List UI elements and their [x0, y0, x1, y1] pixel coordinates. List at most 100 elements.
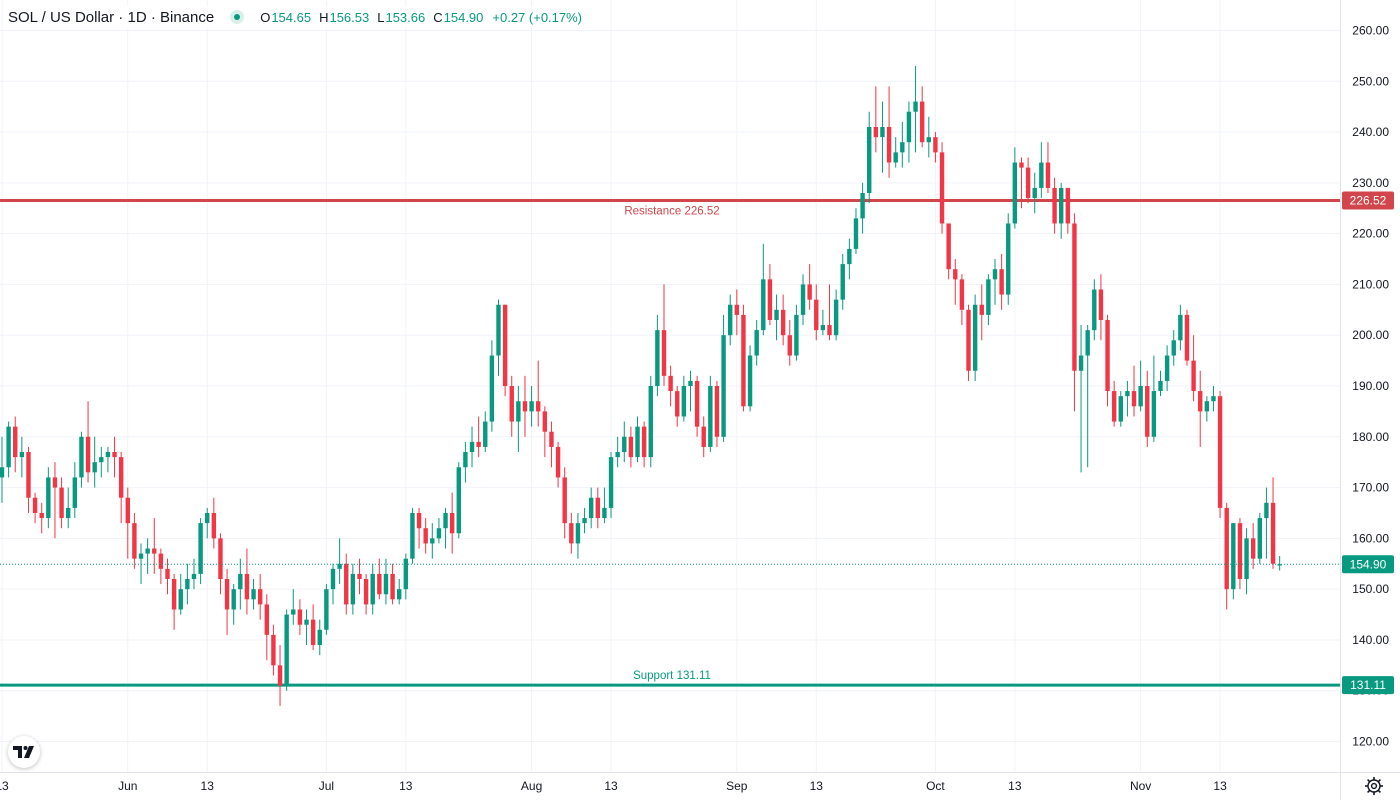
candle-body [516, 401, 521, 422]
candle-body [926, 137, 931, 143]
candle [6, 421, 11, 478]
candle [416, 507, 422, 549]
candle-body [1065, 187, 1071, 224]
time-tick-label: 13 [1008, 779, 1022, 793]
candle-body [536, 401, 541, 412]
candle-body [734, 304, 740, 315]
candle [1065, 187, 1071, 234]
low-label: L [377, 9, 385, 25]
candle [1171, 330, 1176, 366]
candle [1204, 396, 1210, 422]
high-value: 156.53 [329, 9, 370, 25]
candle-body [344, 563, 349, 605]
candle [456, 462, 461, 539]
candle [1257, 512, 1262, 564]
candle-body [13, 426, 18, 458]
symbol-title[interactable]: SOL / US Dollar · 1D · Binance [8, 8, 215, 26]
candle-body [1191, 360, 1196, 392]
tradingview-logo-icon[interactable] [8, 736, 40, 768]
candle-body [1204, 401, 1210, 412]
candle-body [833, 299, 839, 336]
candle [1052, 177, 1057, 234]
candle-body [310, 619, 316, 646]
candle-body [582, 518, 587, 524]
candle-body [6, 426, 11, 468]
time-tick-label: 13 [399, 779, 413, 793]
candle [92, 436, 97, 488]
time-tick-label: 13 [201, 779, 215, 793]
candle [443, 507, 448, 549]
close-label: C [433, 9, 443, 25]
candle [708, 375, 713, 453]
candle [1111, 380, 1117, 427]
candle [615, 436, 620, 468]
candle-body [780, 309, 786, 336]
settings-gear-icon[interactable] [1364, 776, 1384, 796]
candle-body [522, 401, 528, 412]
candle-body [608, 457, 614, 508]
candle-body [185, 579, 190, 590]
candle-body [992, 269, 998, 280]
candle [529, 386, 534, 427]
candle-body [774, 309, 779, 320]
candle-body [410, 512, 415, 559]
candle-body [1184, 314, 1190, 361]
candle-body [688, 380, 693, 386]
candle-body [959, 279, 965, 310]
candle [13, 416, 18, 473]
candle-body [92, 462, 97, 473]
candle [807, 264, 812, 310]
candle [39, 502, 44, 534]
candle-body [807, 284, 812, 300]
price-tick-label: 250.00 [1352, 74, 1389, 88]
candle [1078, 325, 1084, 473]
candle [694, 375, 700, 437]
candle [357, 558, 362, 595]
price-axis[interactable]: 120.00130.00140.00150.00160.00170.00180.… [1340, 0, 1395, 800]
candle [972, 294, 978, 381]
price-tick-label: 210.00 [1352, 277, 1389, 291]
candle-body [264, 604, 269, 635]
candle-body [1045, 162, 1051, 188]
candle-body [648, 386, 653, 458]
candle-body [1158, 380, 1163, 392]
candle [284, 609, 289, 691]
candle [430, 523, 435, 559]
candle [277, 645, 283, 706]
candle-body [337, 563, 342, 569]
candle-body [178, 589, 183, 610]
ohlc-values: O154.65 H156.53 L153.66 C154.90 +0.27 (+… [260, 10, 582, 25]
candle-body [1198, 391, 1203, 412]
candle [397, 579, 402, 605]
time-tick-label: 13 [0, 779, 9, 793]
time-axis[interactable]: 13 Jun 13 Jul 13 Aug 13 Sep 13 Oct 13 Nov 13 [0, 772, 1400, 794]
candle [198, 518, 203, 585]
time-tick-label: Sep [726, 779, 748, 793]
candle-body [0, 467, 5, 478]
candle [1032, 172, 1037, 214]
candle [132, 512, 137, 569]
price-tick-label: 230.00 [1352, 176, 1389, 190]
candle-body [728, 304, 733, 336]
candle-body [761, 279, 766, 331]
candle [383, 558, 389, 605]
candle-body [489, 355, 495, 422]
candle-body [257, 589, 263, 605]
candles [0, 66, 1282, 706]
candle-body [430, 538, 435, 544]
candle [582, 507, 587, 534]
candle [410, 507, 415, 564]
candle [152, 518, 157, 574]
candle [641, 421, 647, 468]
price-tick-label: 150.00 [1352, 582, 1389, 596]
candle-body [1092, 289, 1097, 331]
candle-body [986, 279, 991, 315]
candle-body [747, 355, 753, 407]
candle [257, 573, 263, 620]
candle [52, 462, 58, 539]
price-tick-label: 240.00 [1352, 125, 1389, 139]
candle-body [357, 573, 362, 579]
candle-body [377, 573, 382, 595]
candle [46, 467, 51, 529]
